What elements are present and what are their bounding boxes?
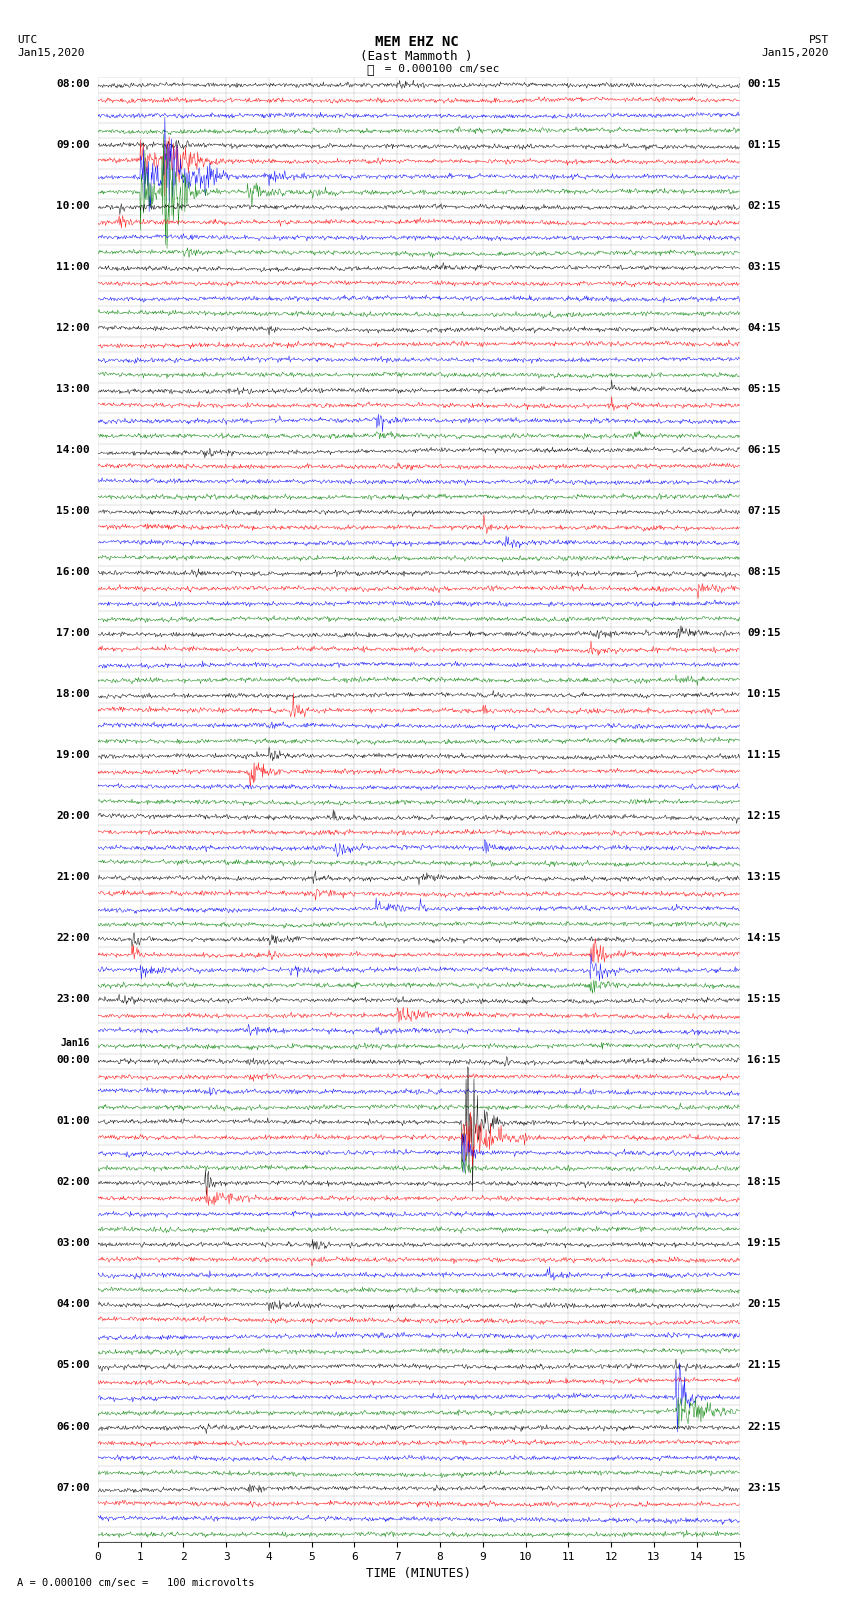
Text: 11:15: 11:15 — [747, 750, 781, 760]
Text: 10:15: 10:15 — [747, 689, 781, 698]
Text: 01:00: 01:00 — [56, 1116, 90, 1126]
Text: 22:15: 22:15 — [747, 1421, 781, 1431]
Text: 15:00: 15:00 — [56, 506, 90, 516]
Text: ⎸: ⎸ — [366, 65, 373, 77]
Text: 18:15: 18:15 — [747, 1177, 781, 1187]
X-axis label: TIME (MINUTES): TIME (MINUTES) — [366, 1568, 471, 1581]
Text: 04:00: 04:00 — [56, 1300, 90, 1310]
Text: 23:00: 23:00 — [56, 994, 90, 1005]
Text: 02:15: 02:15 — [747, 202, 781, 211]
Text: 19:15: 19:15 — [747, 1239, 781, 1248]
Text: 17:15: 17:15 — [747, 1116, 781, 1126]
Text: MEM EHZ NC: MEM EHZ NC — [375, 35, 458, 50]
Text: 00:15: 00:15 — [747, 79, 781, 89]
Text: 01:15: 01:15 — [747, 140, 781, 150]
Text: 11:00: 11:00 — [56, 261, 90, 273]
Text: 09:15: 09:15 — [747, 627, 781, 639]
Text: 10:00: 10:00 — [56, 202, 90, 211]
Text: Jan15,2020: Jan15,2020 — [17, 48, 84, 58]
Text: Jan16: Jan16 — [60, 1037, 90, 1048]
Text: 05:15: 05:15 — [747, 384, 781, 394]
Text: 05:00: 05:00 — [56, 1360, 90, 1371]
Text: Jan15,2020: Jan15,2020 — [762, 48, 829, 58]
Text: 06:00: 06:00 — [56, 1421, 90, 1431]
Text: 12:00: 12:00 — [56, 323, 90, 332]
Text: 20:15: 20:15 — [747, 1300, 781, 1310]
Text: 20:00: 20:00 — [56, 811, 90, 821]
Text: 19:00: 19:00 — [56, 750, 90, 760]
Text: (East Mammoth ): (East Mammoth ) — [360, 50, 473, 63]
Text: 09:00: 09:00 — [56, 140, 90, 150]
Text: 14:15: 14:15 — [747, 934, 781, 944]
Text: 16:15: 16:15 — [747, 1055, 781, 1065]
Text: 21:15: 21:15 — [747, 1360, 781, 1371]
Text: 13:15: 13:15 — [747, 873, 781, 882]
Text: 08:15: 08:15 — [747, 568, 781, 577]
Text: A = 0.000100 cm/sec =   100 microvolts: A = 0.000100 cm/sec = 100 microvolts — [17, 1578, 254, 1587]
Text: 16:00: 16:00 — [56, 568, 90, 577]
Text: 03:15: 03:15 — [747, 261, 781, 273]
Text: 06:15: 06:15 — [747, 445, 781, 455]
Text: 18:00: 18:00 — [56, 689, 90, 698]
Text: 17:00: 17:00 — [56, 627, 90, 639]
Text: = 0.000100 cm/sec: = 0.000100 cm/sec — [378, 65, 500, 74]
Text: 03:00: 03:00 — [56, 1239, 90, 1248]
Text: UTC: UTC — [17, 35, 37, 45]
Text: PST: PST — [808, 35, 829, 45]
Text: 13:00: 13:00 — [56, 384, 90, 394]
Text: 04:15: 04:15 — [747, 323, 781, 332]
Text: 12:15: 12:15 — [747, 811, 781, 821]
Text: 21:00: 21:00 — [56, 873, 90, 882]
Text: 00:00: 00:00 — [56, 1055, 90, 1065]
Text: 14:00: 14:00 — [56, 445, 90, 455]
Text: 22:00: 22:00 — [56, 934, 90, 944]
Text: 08:00: 08:00 — [56, 79, 90, 89]
Text: 07:15: 07:15 — [747, 506, 781, 516]
Text: 23:15: 23:15 — [747, 1482, 781, 1492]
Text: 02:00: 02:00 — [56, 1177, 90, 1187]
Text: 07:00: 07:00 — [56, 1482, 90, 1492]
Text: 15:15: 15:15 — [747, 994, 781, 1005]
